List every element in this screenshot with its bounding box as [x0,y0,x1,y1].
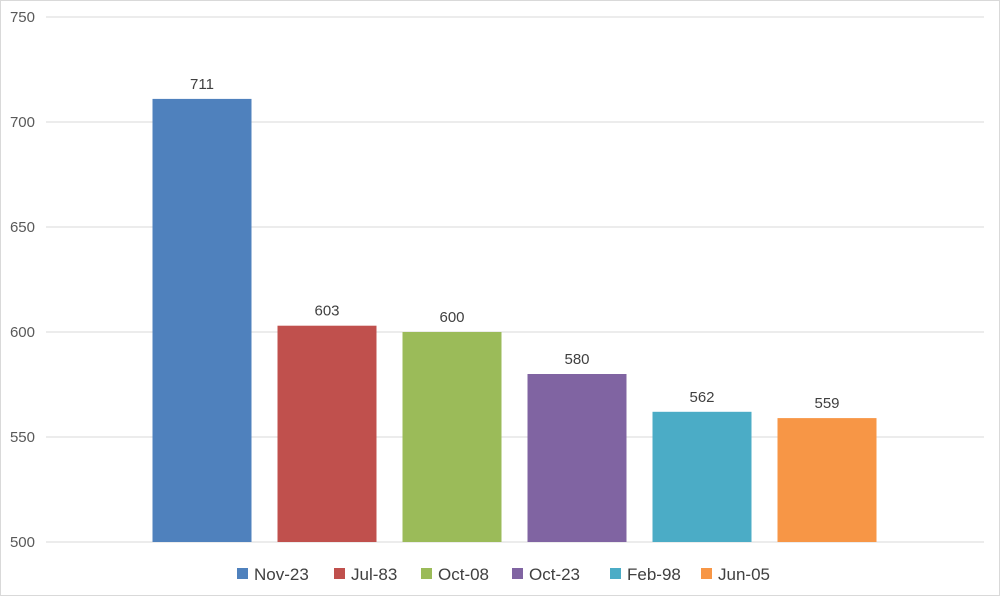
y-axis-tick-labels: 500 550 600 650 700 750 [10,9,35,551]
data-label: 580 [564,351,589,368]
legend-swatch [334,568,345,579]
legend-label: Oct-23 [529,565,580,584]
bar-oct-08 [402,332,502,542]
y-tick-label: 650 [10,219,35,236]
legend: Nov-23 Jul-83 Oct-08 Oct-23 Feb-98 Jun-05 [237,565,770,584]
y-tick-label: 750 [10,9,35,26]
data-labels: 711 603 600 580 562 559 [190,76,839,412]
data-label: 562 [689,389,714,406]
data-label: 559 [814,395,839,412]
legend-label: Jun-05 [718,565,770,584]
bars [152,98,877,543]
data-label: 603 [314,303,339,320]
bar-feb-98 [652,411,752,542]
legend-swatch [701,568,712,579]
bar-nov-23 [152,98,252,543]
legend-label: Feb-98 [627,565,681,584]
legend-label: Oct-08 [438,565,489,584]
data-label: 600 [439,309,464,326]
legend-label: Jul-83 [351,565,397,584]
y-tick-label: 700 [10,114,35,131]
legend-swatch [421,568,432,579]
bar-jun-05 [777,418,877,542]
legend-label: Nov-23 [254,565,309,584]
legend-swatch [610,568,621,579]
y-tick-label: 500 [10,534,35,551]
bar-oct-23 [527,374,627,542]
data-label: 711 [190,76,214,93]
legend-swatch [512,568,523,579]
bar-jul-83 [277,325,377,542]
y-tick-label: 550 [10,429,35,446]
y-tick-label: 600 [10,324,35,341]
legend-swatch [237,568,248,579]
